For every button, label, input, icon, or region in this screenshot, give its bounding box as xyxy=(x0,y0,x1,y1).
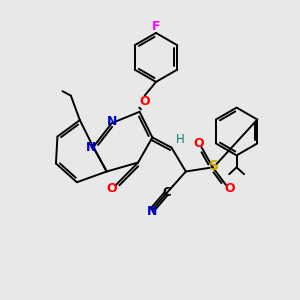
Text: O: O xyxy=(139,95,150,108)
Text: O: O xyxy=(194,137,204,150)
Text: F: F xyxy=(152,20,160,33)
Text: C: C xyxy=(163,186,171,199)
Text: N: N xyxy=(147,205,157,218)
Text: O: O xyxy=(107,182,117,195)
Text: N: N xyxy=(106,115,117,128)
Text: H: H xyxy=(176,133,185,146)
Text: O: O xyxy=(224,182,235,195)
Text: S: S xyxy=(208,159,219,173)
Text: N: N xyxy=(86,140,96,154)
